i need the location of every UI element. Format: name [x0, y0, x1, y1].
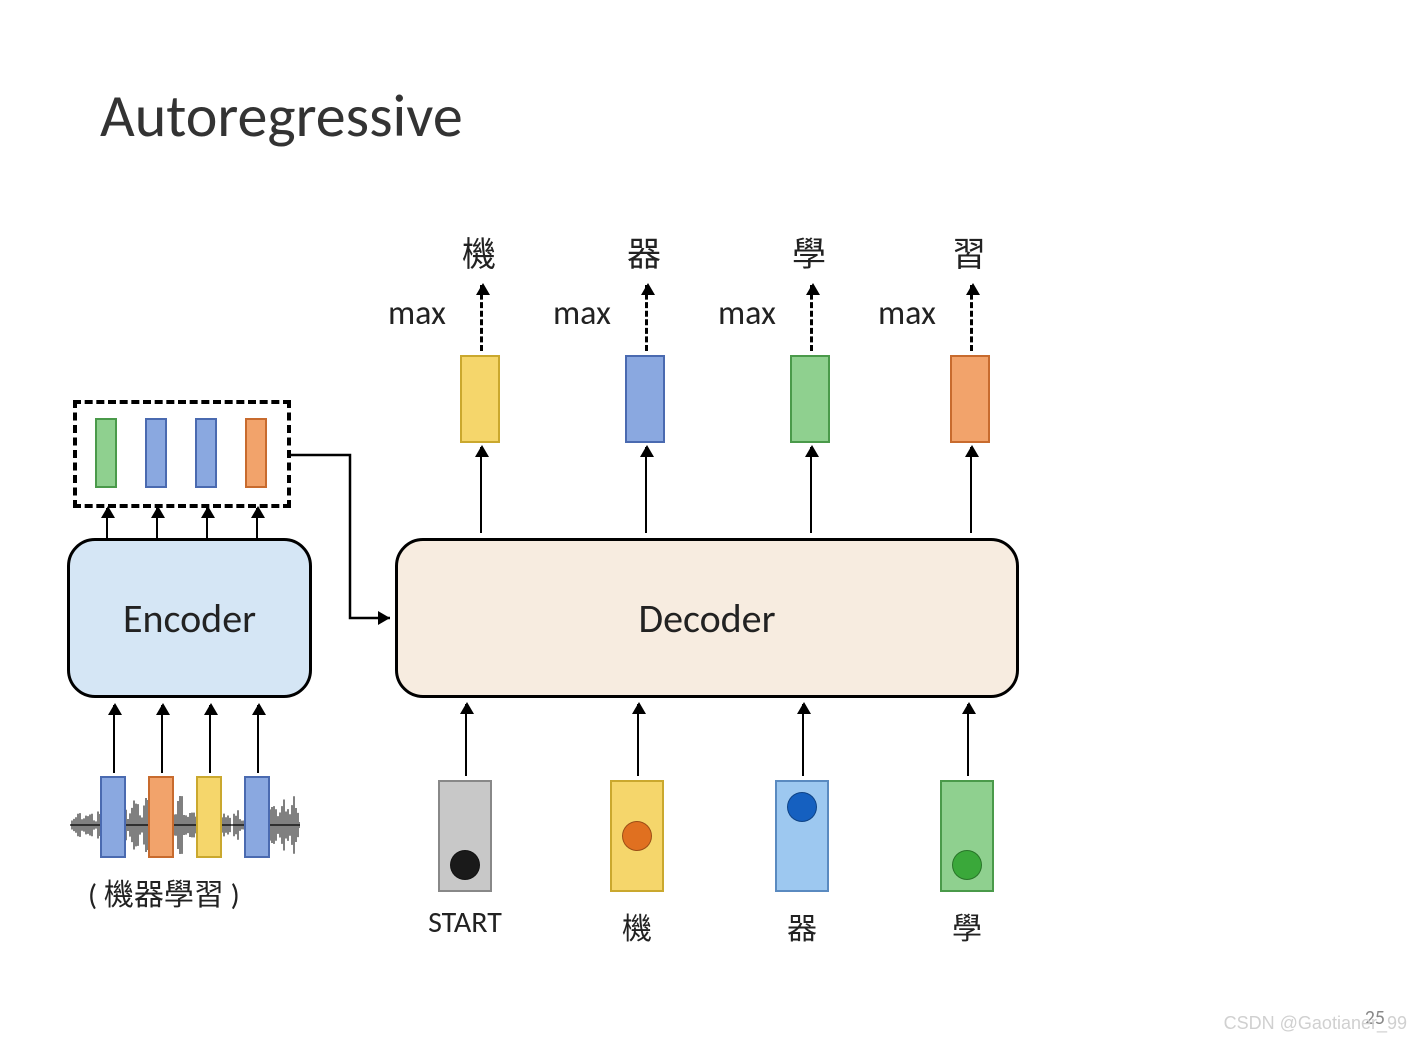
- arrow-up-icon: [637, 704, 639, 776]
- arrow-up-icon: [480, 447, 482, 533]
- dashed-arrow-up-icon: [480, 285, 483, 351]
- max-label: max: [718, 293, 776, 334]
- token-dot-icon: [622, 821, 652, 851]
- dashed-arrow-up-icon: [810, 285, 813, 351]
- decoder-output-bar: [460, 355, 500, 443]
- arrow-up-icon: [465, 704, 467, 776]
- decoder-output-char: 學: [792, 227, 826, 276]
- arrow-up-icon: [645, 447, 647, 533]
- arrow-up-icon: [802, 704, 804, 776]
- max-label: max: [878, 293, 936, 334]
- token-dot-icon: [952, 850, 982, 880]
- decoder-input-token: [610, 780, 664, 892]
- token-dot-icon: [787, 792, 817, 822]
- decoder-input-label: 機: [577, 904, 697, 948]
- decoder-input-token: [775, 780, 829, 892]
- decoder-output-bar: [790, 355, 830, 443]
- decoder-output-char: 習: [952, 227, 986, 276]
- decoder-output-bar: [950, 355, 990, 443]
- encoder-to-decoder-connector: [0, 0, 1425, 1044]
- max-label: max: [388, 293, 446, 334]
- dashed-arrow-up-icon: [645, 285, 648, 351]
- arrow-up-icon: [810, 447, 812, 533]
- watermark: CSDN @Gaotianer_99: [1224, 1013, 1407, 1034]
- decoder-input-token: [438, 780, 492, 892]
- dashed-arrow-up-icon: [970, 285, 973, 351]
- arrow-up-icon: [970, 447, 972, 533]
- decoder-output-char: 器: [627, 227, 661, 276]
- arrow-up-icon: [967, 704, 969, 776]
- token-dot-icon: [450, 850, 480, 880]
- decoder-input-token: [940, 780, 994, 892]
- max-label: max: [553, 293, 611, 334]
- decoder-input-label: 學: [907, 904, 1027, 948]
- decoder-output-char: 機: [462, 227, 496, 276]
- decoder-output-bar: [625, 355, 665, 443]
- decoder-input-label: 器: [742, 904, 862, 948]
- decoder-input-label: START: [405, 904, 525, 941]
